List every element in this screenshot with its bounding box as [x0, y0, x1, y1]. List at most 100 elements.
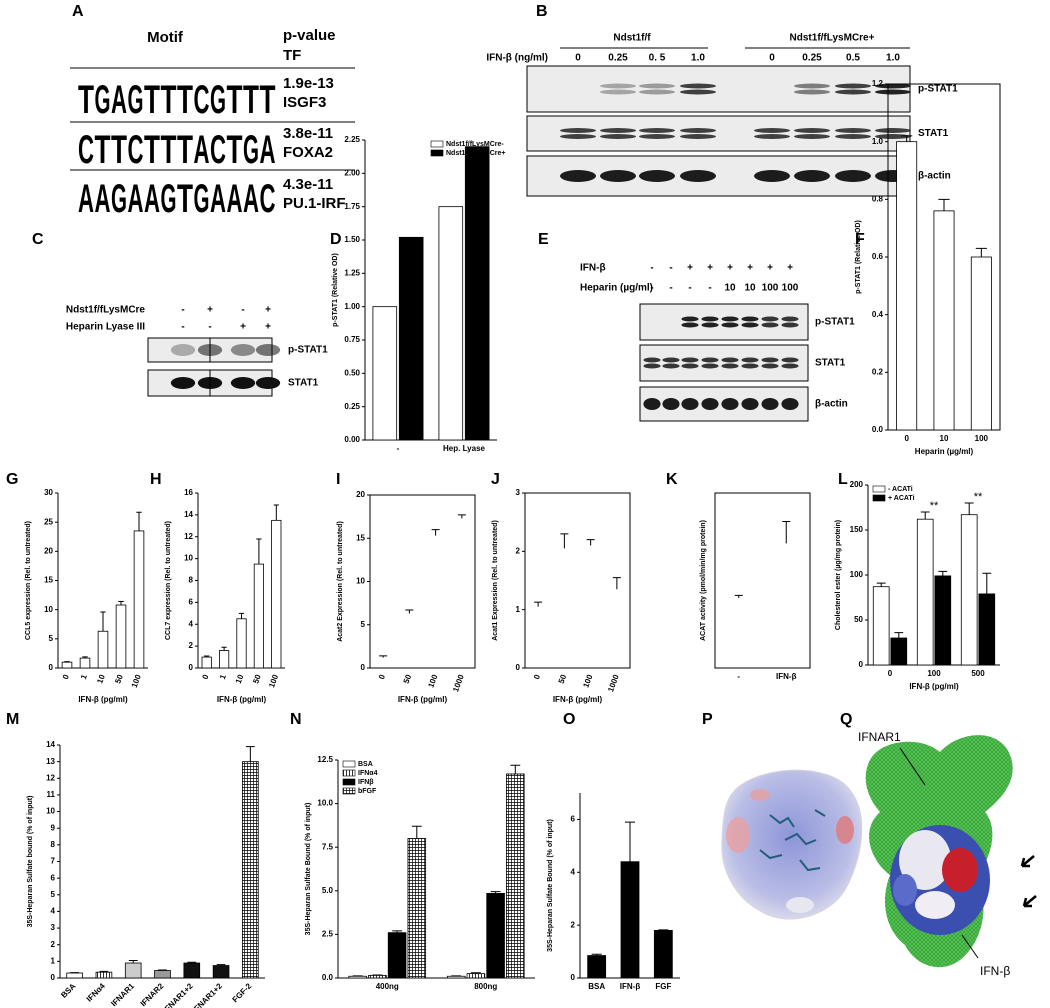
- logo-letter: A: [210, 177, 226, 221]
- band: [680, 170, 716, 182]
- y-tick-label: 12: [46, 773, 55, 782]
- band: [600, 89, 636, 95]
- error-bar: [431, 529, 440, 536]
- band: [741, 357, 759, 363]
- band: [639, 89, 675, 95]
- lane-label: 0: [575, 53, 581, 64]
- structure-label: IFN-β: [980, 964, 1010, 978]
- band: [170, 377, 196, 389]
- legend-swatch: [430, 149, 444, 157]
- p-value: 1.9e-13: [283, 75, 334, 92]
- table-header: p-value: [283, 27, 336, 44]
- y-tick-label: 12.5: [317, 755, 333, 764]
- logo-letter: G: [161, 177, 177, 221]
- x-tick-label: 100: [581, 673, 594, 689]
- tf-name: FOXA2: [283, 144, 333, 161]
- band-label: p-STAT1: [918, 84, 958, 95]
- logo-letter: C: [260, 177, 276, 221]
- lane-sign: -: [669, 263, 672, 274]
- y-tick-label: 0.25: [344, 402, 360, 411]
- y-tick-label: 0.0: [322, 973, 334, 982]
- band: [600, 134, 636, 139]
- logo-letter: C: [78, 128, 94, 172]
- lane-sign: +: [207, 305, 213, 316]
- y-tick-label: 3: [516, 488, 521, 497]
- y-tick-label: 20: [44, 546, 53, 555]
- bar: [653, 930, 673, 979]
- panel-letter: G: [6, 471, 18, 488]
- lane-sign: +: [787, 263, 793, 274]
- band: [639, 134, 675, 139]
- error-bar: [920, 511, 930, 520]
- band: [721, 357, 739, 363]
- y-tick-label: 5.0: [322, 886, 334, 895]
- legend-label: Ndst1f/fLysMCre-: [446, 141, 504, 148]
- band: [754, 170, 790, 182]
- error-bar: [187, 961, 197, 964]
- y-tick-label: 0: [189, 663, 194, 672]
- error-bar: [782, 520, 791, 544]
- logo-letter: G: [95, 78, 111, 122]
- error-bar: [118, 601, 124, 605]
- logo-letter: A: [128, 177, 144, 221]
- row-label: Heparin (µg/ml): [580, 283, 653, 294]
- logo-letter: T: [161, 78, 177, 122]
- panel-letter: H: [150, 471, 162, 488]
- legend-label: BSA: [358, 761, 373, 768]
- annotation: **: [930, 500, 939, 512]
- y-tick-label: 1: [51, 956, 56, 965]
- x-axis-label: IFN-β (pg/ml): [398, 695, 448, 704]
- x-tick-label: 0: [377, 673, 387, 681]
- band: [835, 134, 871, 139]
- band-label: β-actin: [918, 171, 951, 182]
- error-bar: [273, 504, 279, 521]
- blot: [526, 115, 911, 152]
- y-tick-label: 4: [571, 867, 576, 876]
- bar: [154, 970, 171, 979]
- y-axis-label: Acat2 Expression (Rel. to untreated): [337, 521, 344, 642]
- x-tick-label: FGF: [655, 982, 671, 991]
- band-label: STAT1: [918, 128, 949, 139]
- band: [721, 322, 739, 328]
- y-tick-label: 0.75: [344, 335, 360, 344]
- error-bar: [221, 646, 227, 651]
- blot: [639, 344, 809, 382]
- bar: [970, 256, 992, 431]
- band: [600, 128, 636, 133]
- y-tick-label: 9: [51, 823, 56, 832]
- bar: [115, 604, 127, 669]
- x-tick-label: 400ng: [376, 982, 399, 991]
- band: [835, 83, 871, 89]
- error-bar: [470, 972, 481, 974]
- band: [560, 170, 596, 182]
- panel-letter: P: [702, 711, 713, 728]
- lane-sign: -: [650, 263, 653, 274]
- lane-sign: -: [708, 283, 711, 294]
- error-bar: [136, 511, 142, 531]
- y-axis-label: CCL7 expression (Rel. to untreated): [165, 521, 172, 640]
- band: [875, 128, 911, 133]
- lane-label: 1.0: [691, 53, 705, 64]
- band: [781, 322, 799, 328]
- x-tick-label: IFNAR1: [109, 981, 136, 1008]
- bar: [407, 838, 427, 979]
- y-tick-label: 150: [850, 525, 864, 534]
- plot-frame: [524, 492, 631, 669]
- band: [875, 83, 911, 89]
- error-bar: [964, 502, 974, 515]
- band: [741, 363, 759, 369]
- treatment-label: IFN-β (ng/ml): [486, 53, 548, 64]
- x-tick-label: 50: [113, 673, 125, 685]
- band: [761, 398, 779, 410]
- group-label: Ndst1f/f: [613, 33, 651, 44]
- band: [721, 316, 739, 322]
- panel-letter: D: [330, 231, 342, 248]
- error-bar: [457, 514, 466, 519]
- bar: [348, 975, 367, 979]
- error-bar: [534, 601, 543, 607]
- bar: [486, 893, 505, 979]
- y-tick-label: 2.25: [344, 135, 360, 144]
- bar: [372, 306, 398, 441]
